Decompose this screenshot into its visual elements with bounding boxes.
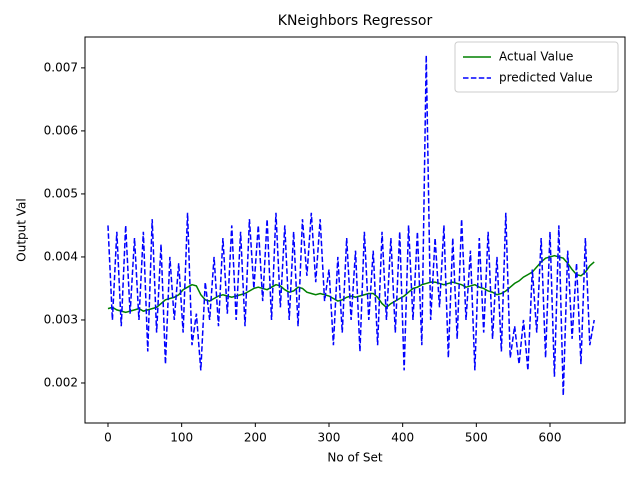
y-tick-label: 0.003	[44, 312, 78, 326]
x-tick-label: 400	[391, 431, 414, 445]
x-tick-label: 500	[465, 431, 488, 445]
plot-frame	[84, 36, 626, 424]
legend-box	[454, 41, 619, 93]
y-tick-label: 0.007	[44, 60, 78, 74]
series-line	[107, 254, 595, 314]
y-tick-label: 0.006	[44, 123, 78, 137]
y-tick-label: 0.002	[44, 375, 78, 389]
x-tick-label: 200	[244, 431, 267, 445]
x-tick-label: 600	[539, 431, 562, 445]
x-tick-label: 0	[104, 431, 112, 445]
x-axis-label: No of Set	[327, 451, 383, 465]
y-tick-label: 0.004	[44, 249, 78, 263]
series-line	[107, 55, 595, 396]
legend-label: predicted Value	[499, 71, 593, 85]
y-tick-label: 0.005	[44, 186, 78, 200]
x-tick-label: 100	[170, 431, 193, 445]
x-tick-label: 300	[318, 431, 341, 445]
chart-title: KNeighbors Regressor	[278, 13, 433, 29]
legend-label: Actual Value	[499, 50, 573, 64]
y-axis-label: Output Val	[15, 198, 29, 261]
